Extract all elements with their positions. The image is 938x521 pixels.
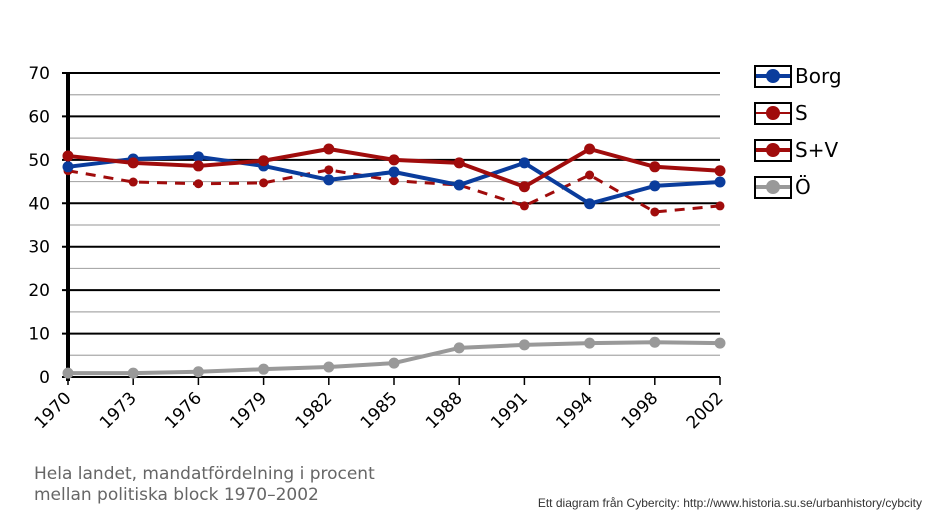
x-tick-label: 1982 [292,388,337,433]
y-tick-label: 0 [39,368,50,388]
data-point-Ö [192,366,204,378]
y-tick-label: 50 [28,151,50,171]
x-tick-label: 1985 [357,388,402,433]
legend-label: Borg [795,64,842,88]
data-point-S+V [714,165,726,177]
data-point-Borg [453,179,465,191]
credit-text: Ett diagram från Cybercity: http://www.h… [537,496,922,510]
data-point-S [715,201,725,211]
data-point-S [650,207,660,217]
legend-marker [766,143,780,157]
data-point-S [585,170,595,180]
chart-caption: Hela landet, mandatfördelning i procent … [34,464,375,505]
data-point-S+V [192,160,204,172]
y-tick-label: 10 [28,325,50,345]
data-point-Ö [649,336,661,348]
data-point-S [128,177,138,187]
data-point-S+V [453,157,465,169]
y-tick-label: 30 [28,238,50,258]
x-tick-label: 2002 [683,388,728,433]
data-point-Ö [258,363,270,375]
data-point-S+V [323,143,335,155]
x-tick-label: 1988 [422,388,467,433]
data-point-Borg [714,176,726,188]
data-point-S+V [62,150,74,162]
data-point-Borg [584,198,596,210]
data-point-S+V [388,154,400,166]
data-point-S+V [127,157,139,169]
x-tick-label: 1970 [31,388,76,433]
data-point-Borg [323,174,335,186]
data-point-Ö [584,337,596,349]
data-point-Ö [453,342,465,354]
data-point-Borg [649,180,661,192]
data-point-S+V [584,143,596,155]
data-point-S+V [518,181,530,193]
y-tick-label: 70 [28,64,50,84]
y-tick-label: 20 [28,281,50,301]
data-point-Ö [518,339,530,351]
data-point-Borg [518,157,530,169]
data-point-Borg [192,151,204,163]
data-point-S [259,178,269,188]
legend-marker [766,180,780,194]
data-point-Ö [323,361,335,373]
data-point-S [324,165,334,175]
x-tick-label: 1994 [552,388,597,433]
legend-label: S+V [795,138,838,162]
data-point-S+V [258,155,270,167]
legend-marker [766,106,780,120]
data-point-Ö [127,367,139,379]
data-point-Ö [388,357,400,369]
legend-label: Ö [795,175,811,199]
y-tick-label: 40 [28,194,50,214]
y-tick-label: 60 [28,107,50,127]
data-point-S+V [649,161,661,173]
x-tick-label: 1973 [96,388,141,433]
legend-marker [766,69,780,83]
x-tick-label: 1991 [487,388,532,433]
data-point-Ö [62,367,74,379]
data-point-S [193,179,203,189]
x-tick-label: 1979 [226,388,271,433]
data-point-Ö [714,337,726,349]
data-point-S [519,201,529,211]
data-point-S [389,176,399,186]
x-tick-label: 1976 [161,388,206,433]
data-point-Borg [62,161,74,173]
data-point-Borg [388,166,400,178]
x-tick-label: 1998 [618,388,663,433]
legend-label: S [795,101,808,125]
